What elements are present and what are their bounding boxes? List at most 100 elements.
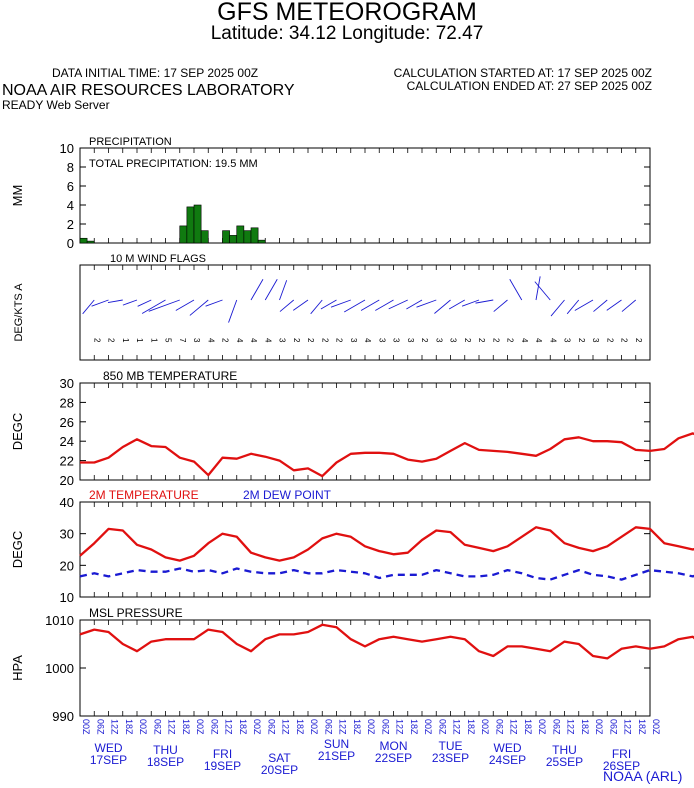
wind-speed-label: 2	[420, 338, 429, 343]
wind-barb	[122, 299, 138, 306]
hour-label: 00Z	[594, 719, 604, 735]
precip-bar	[250, 227, 259, 244]
wind-barb	[189, 299, 209, 316]
day-date: 21SEP	[318, 749, 355, 763]
wind-barb	[574, 299, 594, 311]
hour-label: 06Z	[323, 719, 333, 735]
wind-speed-label: 4	[520, 338, 529, 343]
precip-bar	[186, 206, 195, 244]
precip-bar	[86, 240, 95, 244]
hour-label: 12Z	[566, 719, 576, 735]
precip-bar	[193, 204, 202, 244]
wind-speed-label: 2	[634, 338, 643, 343]
hour-label: 12Z	[509, 719, 519, 735]
y-tick-label: 10	[60, 141, 74, 156]
day-of-week: WED	[95, 741, 123, 755]
t2m-panel	[79, 501, 651, 598]
wind-speed-label: 3	[192, 338, 201, 343]
dewpoint-2m-line	[79, 567, 694, 581]
wind-barb	[416, 299, 437, 308]
hour-label: 00Z	[81, 719, 91, 735]
t850-line	[80, 432, 694, 478]
hour-label: 12Z	[224, 719, 234, 735]
hour-label: 18Z	[124, 719, 134, 735]
y-tick-label: 1000	[45, 661, 74, 676]
wind-barb	[434, 299, 451, 314]
wind-speed-label: 1	[135, 338, 144, 343]
hour-label: 00Z	[366, 719, 376, 735]
wind-barb	[406, 299, 423, 310]
hour-label: 06Z	[380, 719, 390, 735]
wind-barb	[621, 299, 637, 312]
wind-speed-label: 5	[164, 338, 173, 343]
wind-speed-label: 2	[221, 338, 230, 343]
wind-barb	[360, 299, 380, 311]
wind-speed-label: 2	[107, 338, 116, 343]
wind-barb	[509, 278, 523, 301]
wind-speed-label: 7	[178, 338, 187, 343]
precip-total: TOTAL PRECIPITATION: 19.5 MM	[89, 158, 258, 170]
day-date: 23SEP	[432, 751, 469, 765]
precip-bar	[243, 230, 252, 244]
t850-panel	[79, 382, 651, 481]
y-tick-label: 0	[67, 236, 74, 251]
lab-name: NOAA AIR RESOURCES LABORATORY	[2, 82, 295, 99]
y-tick-label: 22	[60, 454, 74, 469]
chart-title: GFS METEOROGRAM	[217, 0, 477, 26]
wind-barb	[264, 278, 278, 301]
wind-speed-label: 4	[249, 338, 258, 343]
y-tick-label: 10	[60, 590, 74, 605]
wind-barb	[82, 299, 95, 315]
hour-label: 12Z	[110, 719, 120, 735]
day-date: 18SEP	[147, 755, 184, 769]
hour-label: 12Z	[395, 719, 405, 735]
wind-speed-label: 2	[92, 338, 101, 343]
hour-label: 18Z	[409, 719, 419, 735]
wind-speed-label: 2	[577, 338, 586, 343]
y-tick-label: 1010	[45, 613, 74, 628]
day-date: 26SEP	[603, 759, 640, 773]
hour-label: 00Z	[138, 719, 148, 735]
wind-barb	[388, 299, 408, 310]
y-tick-label: 40	[60, 495, 74, 510]
y-tick-label: 6	[67, 179, 74, 194]
precip-bar	[79, 237, 88, 244]
y-tick-label: 30	[60, 376, 74, 391]
wind-barb	[493, 299, 508, 312]
wind-speed-label: 3	[449, 338, 458, 343]
wind-barb	[91, 299, 109, 307]
wind-speed-label: 2	[463, 338, 472, 343]
wind-speed-label: 3	[434, 338, 443, 343]
wind-speed-label: 2	[620, 338, 629, 343]
wind-barb	[279, 280, 288, 301]
wind-speed-label: 3	[591, 338, 600, 343]
wind-barb	[175, 299, 195, 311]
hour-label: 06Z	[437, 719, 447, 735]
wind-speed-label: 3	[377, 338, 386, 343]
footer-credit: NOAA (ARL)	[603, 768, 683, 784]
legend-temperature: 2M TEMPERATURE	[89, 488, 199, 502]
day-of-week: WED	[494, 741, 522, 755]
wind-barb	[137, 299, 152, 307]
pressure-panel	[79, 619, 651, 717]
day-date: 19SEP	[204, 759, 241, 773]
wind-barb	[250, 278, 264, 301]
wind-barb	[566, 299, 580, 315]
precip-title: PRECIPITATION	[89, 136, 172, 148]
day-date: 24SEP	[489, 753, 526, 767]
day-date: 25SEP	[546, 755, 583, 769]
wind-barb	[310, 299, 323, 315]
wind-speed-label: 4	[548, 338, 557, 343]
hour-label: 18Z	[238, 719, 248, 735]
legend-dewpoint: 2M DEW POINT	[243, 488, 332, 502]
hour-label: 00Z	[651, 719, 661, 735]
wind-barb	[606, 299, 622, 311]
wind-speed-label: 2	[320, 338, 329, 343]
hour-label: 06Z	[95, 719, 105, 735]
wind-ylabel: DEG/KTS A	[13, 283, 25, 342]
wind-barb	[330, 299, 351, 308]
temperature-2m-line	[79, 526, 694, 562]
precip-bar	[179, 225, 188, 244]
day-of-week: MON	[380, 739, 408, 753]
